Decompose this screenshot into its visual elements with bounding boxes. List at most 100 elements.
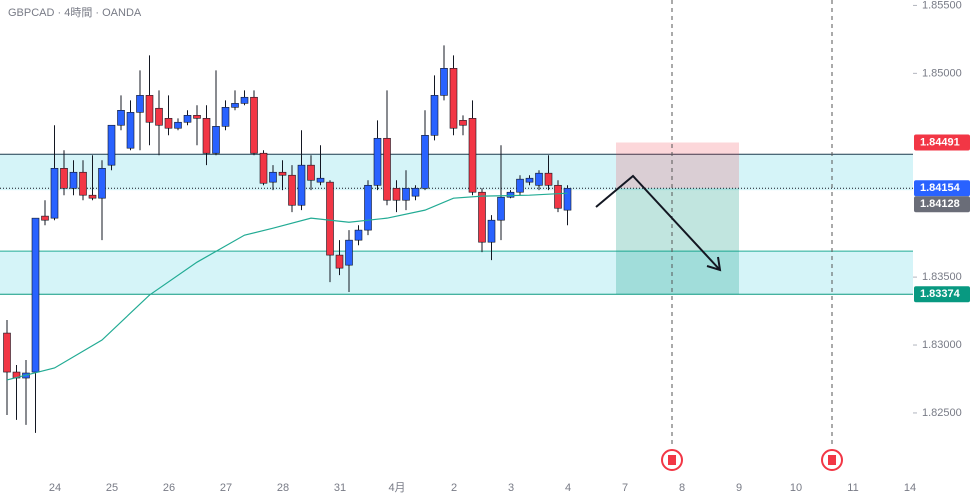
candle-body [126,112,135,149]
x-tick-label: 4 [565,482,571,494]
candle-body [535,172,543,186]
y-tick-label: 1.83500 [922,271,962,283]
candle-body [430,95,439,136]
candle-body [221,107,230,127]
candle-body [259,152,268,184]
price-tag-label: 1.84491 [920,136,960,148]
x-tick-label: 31 [334,482,346,494]
candle-body [193,115,201,119]
x-tick-label: 2 [451,482,457,494]
candle-body [98,168,106,199]
candle-body [297,164,306,206]
x-tick-label: 9 [736,482,742,494]
zone [0,154,913,191]
candle-body [440,68,448,96]
candle-body [31,217,40,373]
candle-body [554,184,562,209]
candle-body [60,168,68,189]
candle-body [79,171,87,196]
candle-body [364,184,372,231]
candle-body [307,164,315,181]
candle-body [117,110,125,126]
candle-body [164,118,173,129]
x-tick-label: 14 [904,482,916,494]
candle-body [145,95,154,123]
candle-body [250,96,258,154]
flag-icon [821,449,843,471]
candle-body [383,137,391,201]
candle-body [402,187,410,201]
candle-body [373,137,382,186]
candle-body [212,126,220,154]
candle-body [497,196,505,221]
candle-body [525,177,534,183]
y-tick-label: 1.85000 [922,67,962,79]
x-tick-label: 25 [106,482,118,494]
forecast-arrow [595,174,721,271]
candle-body [3,332,11,373]
candle-body [468,118,477,193]
zones [0,142,913,295]
plot [3,45,572,433]
stop-box [616,142,739,189]
candle-body [69,171,78,189]
candle-body [449,68,458,129]
candle-body [478,191,486,243]
candle-body [392,187,401,201]
y-tick-label: 1.85500 [922,0,962,11]
price-tag [914,286,970,303]
x-tick-label: 28 [277,482,289,494]
candle-body [335,254,344,269]
candle-body [50,168,59,219]
candle-body [231,103,239,108]
candle-body [316,177,325,183]
candle-body [288,174,296,206]
arrow-head [706,256,722,272]
chart-title: GBPCAD · 4時間 · OANDA [8,6,142,19]
x-tick-label: 26 [163,482,175,494]
x-tick-label: 27 [220,482,232,494]
candle-body [354,229,363,241]
candle-body [411,187,420,197]
x-tick-label: 24 [49,482,61,494]
price-tag-label: 1.83374 [920,288,961,300]
price-tag [914,180,970,197]
candle-body [174,121,182,129]
candle-body [544,172,553,186]
candle-body [459,120,467,126]
flag-icon [661,449,683,471]
x-tick-label: 11 [847,482,858,494]
candle-body [326,181,334,256]
x-tick-label: 8 [679,482,685,494]
y-tick-label: 1.83000 [922,339,962,351]
moving-average [6,192,568,381]
x-tick-label: 10 [790,482,802,494]
y-tick-label: 1.82500 [922,407,962,419]
candle-body [421,134,429,189]
candle-body [202,118,211,154]
candle-body [487,219,496,243]
price-tag [914,196,970,213]
price-tag-label: 1.84128 [920,198,960,210]
x-tick-label: 7 [622,482,628,494]
candle-body [88,194,97,199]
price-tag-label: 1.84154 [920,182,961,194]
zone [0,251,913,295]
candle-body [240,96,249,104]
candle-body [155,107,163,126]
x-tick-label: 3 [508,482,514,494]
x-tick-label: 4月 [388,482,405,494]
candle-body [506,191,515,198]
price-tag [914,134,970,151]
candle-body [345,239,353,266]
candle-body [183,115,192,123]
candle-body [136,95,144,113]
target-box [616,188,739,295]
candle-body [107,124,116,166]
candle-body [278,171,287,176]
candle-body [563,187,572,211]
candle-body [41,215,49,221]
candle-body [269,171,277,183]
